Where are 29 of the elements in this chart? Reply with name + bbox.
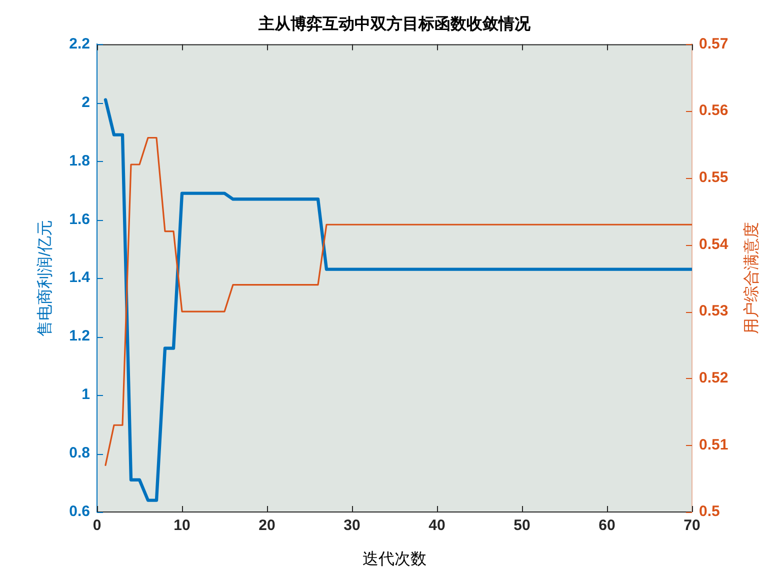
y-tick-label: 0.6 xyxy=(69,503,90,520)
y-tick-label: 0.8 xyxy=(69,444,90,462)
y2-tick-label: 0.5 xyxy=(699,503,720,520)
chart-title: 主从博弈互动中双方目标函数收敛情况 xyxy=(258,14,532,34)
x-tick-label: 70 xyxy=(684,517,700,534)
y2-tick-label: 0.53 xyxy=(699,302,728,320)
y-tick-label: 1.6 xyxy=(69,210,90,228)
y2-tick-label: 0.55 xyxy=(699,169,728,186)
y-tick-label: 1 xyxy=(82,386,90,404)
y2-tick-label: 0.56 xyxy=(699,102,728,120)
y-tick-label: 1.8 xyxy=(69,152,90,170)
x-tick-label: 10 xyxy=(174,517,190,534)
y-tick-label: 1.2 xyxy=(69,328,90,345)
y-tick-label: 2.2 xyxy=(69,35,90,52)
y2-tick-label: 0.52 xyxy=(699,369,728,386)
y-tick-label: 1.4 xyxy=(69,269,91,286)
y2-tick-label: 0.57 xyxy=(699,35,728,52)
y2-axis-title: 用户综合满意度 xyxy=(742,222,760,334)
y-tick-label: 2 xyxy=(82,94,90,111)
x-tick-label: 20 xyxy=(258,517,276,534)
y2-tick-label: 0.51 xyxy=(699,436,728,454)
y2-tick-label: 0.54 xyxy=(699,236,729,253)
x-tick-label: 30 xyxy=(344,517,360,534)
x-tick-label: 0 xyxy=(92,517,102,534)
x-tick-label: 40 xyxy=(428,517,446,534)
y-axis-title: 售电商利润/亿元 xyxy=(36,220,54,336)
x-tick-label: 50 xyxy=(514,517,530,534)
x-axis-title: 迭代次数 xyxy=(362,550,426,568)
x-tick-label: 60 xyxy=(598,517,616,534)
